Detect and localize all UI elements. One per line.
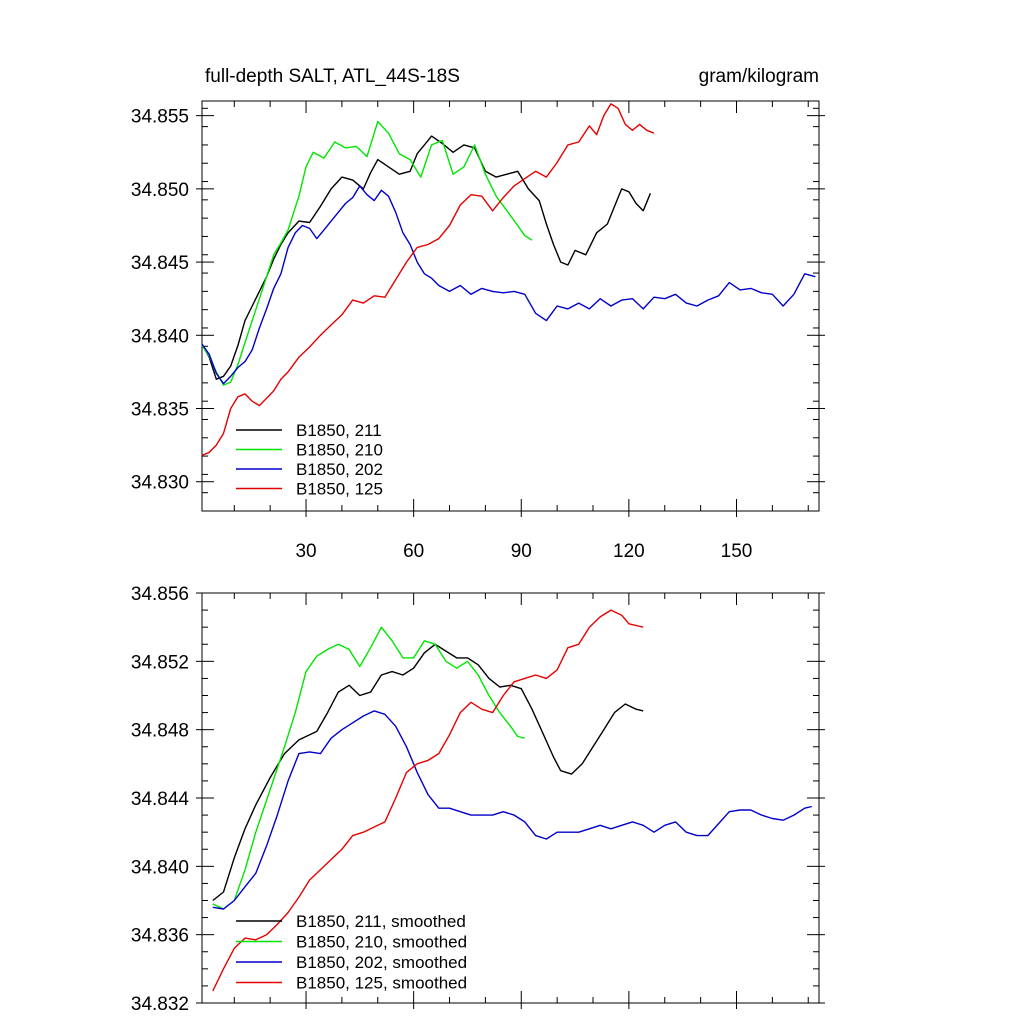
- legend-label-0: B1850, 211: [296, 421, 382, 440]
- x-tick-label: 90: [511, 541, 532, 562]
- legend-label-1: B1850, 210: [296, 441, 383, 460]
- y-tick-label: 34.832: [131, 994, 189, 1015]
- x-tick-label: 60: [403, 541, 424, 562]
- bottom-plot-frame: [201, 592, 820, 1004]
- legend-label-2: B1850, 202: [296, 460, 383, 479]
- top-ticks: 30 60 90 120 150 34.830 34.835 34.840 34.845 34.8…: [131, 101, 825, 562]
- top-panel: full-depth SALT, ATL_44S-18S gram/kilogr…: [131, 66, 825, 562]
- legend-label-3: B1850, 125, smoothed: [296, 974, 467, 993]
- y-tick-label: 34.840: [131, 857, 189, 878]
- legend-label-3: B1850, 125: [296, 480, 383, 499]
- series-line-1: [212, 626, 525, 910]
- y-tick-label: 34.840: [131, 326, 189, 347]
- series-line-2: [201, 185, 816, 385]
- bottom-ticks: 34.832 34.836 34.840 34.844 34.848 34.852 34.8…: [131, 584, 825, 1015]
- series-line-0: [201, 135, 652, 380]
- y-tick-label: 34.835: [131, 400, 189, 421]
- series-line-3: [212, 609, 644, 992]
- series-line-2: [212, 710, 812, 910]
- series-line-3: [201, 103, 655, 457]
- y-tick-label: 34.850: [131, 180, 189, 201]
- y-tick-label: 34.856: [131, 584, 189, 605]
- top-chart-units: gram/kilogram: [699, 66, 819, 87]
- x-tick-label: 30: [295, 541, 316, 562]
- top-plot-frame: [201, 100, 820, 512]
- y-tick-label: 34.848: [131, 721, 189, 742]
- y-tick-label: 34.852: [131, 652, 189, 673]
- y-tick-label: 34.855: [131, 107, 189, 128]
- y-tick-label: 34.836: [131, 926, 189, 947]
- bottom-series: [212, 609, 812, 992]
- y-tick-label: 34.845: [131, 253, 189, 274]
- y-tick-label: 34.844: [131, 789, 190, 810]
- series-line-0: [212, 643, 644, 902]
- legend-label-2: B1850, 202, smoothed: [296, 953, 467, 972]
- x-tick-label: 120: [613, 541, 645, 562]
- legend-label-0: B1850, 211, smoothed: [296, 912, 466, 931]
- top-series: [201, 103, 816, 457]
- bottom-legend: B1850, 211, smoothed B1850, 210, smoothed…: [236, 912, 467, 993]
- bottom-panel: 34.832 34.836 34.840 34.844 34.848 34.852 34.8…: [131, 584, 825, 1015]
- y-tick-label: 34.830: [131, 473, 189, 494]
- top-chart-title: full-depth SALT, ATL_44S-18S: [205, 66, 460, 87]
- legend-label-1: B1850, 210, smoothed: [296, 933, 467, 952]
- series-line-1: [201, 120, 533, 386]
- x-tick-label: 150: [721, 541, 753, 562]
